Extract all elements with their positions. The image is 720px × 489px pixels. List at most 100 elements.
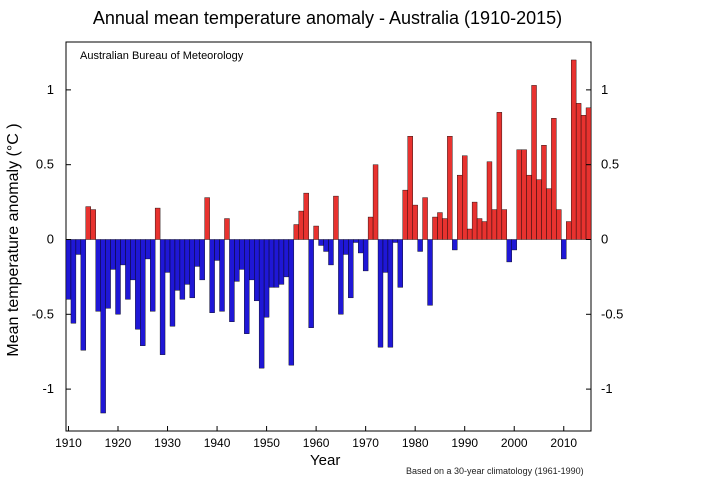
left-y-tick-label: -1 [42, 381, 54, 396]
bar-1984 [432, 216, 438, 240]
bar-1938 [204, 197, 210, 240]
bar-1912 [75, 239, 82, 255]
bar-1932 [174, 239, 181, 291]
source-label: Australian Bureau of Meteorology [80, 50, 244, 62]
right-y-axis: -1 -0.5 0 0.5 1 [586, 82, 623, 396]
bar-1954 [283, 239, 290, 278]
bar-2004 [531, 85, 537, 240]
x-tick-label: 1960 [303, 436, 330, 450]
bar-2009 [556, 209, 562, 240]
bar-1967 [348, 239, 354, 299]
bar-1915 [90, 209, 96, 240]
bar-2013 [575, 103, 582, 240]
bar-1975 [387, 239, 394, 348]
bar-1923 [130, 239, 136, 281]
bar-1979 [407, 136, 413, 240]
bar-1961 [318, 239, 324, 246]
bar-1952 [273, 239, 280, 288]
bar-1934 [184, 239, 191, 285]
bar-1940 [214, 239, 220, 261]
bar-2007 [546, 188, 552, 240]
bar-1916 [95, 239, 101, 312]
bar-1942 [224, 218, 230, 240]
bar-1948 [254, 239, 260, 302]
bar-1994 [481, 221, 488, 240]
bar-2002 [521, 149, 527, 240]
bar-1917 [100, 239, 106, 414]
bar-2003 [526, 174, 532, 240]
bar-2005 [536, 179, 542, 240]
bar-1939 [209, 239, 215, 314]
bar-1965 [338, 239, 344, 315]
bar-1946 [244, 239, 250, 334]
bar-1998 [501, 209, 508, 240]
bar-1968 [353, 239, 359, 243]
bar-1977 [397, 239, 403, 288]
bar-1985 [437, 212, 443, 240]
bar-1920 [115, 239, 121, 315]
bar-1944 [234, 239, 240, 282]
bar-1964 [333, 195, 339, 240]
right-y-tick-label: 0.5 [601, 157, 619, 172]
bar-1959 [308, 239, 314, 328]
bar-1936 [194, 239, 200, 267]
bar-1983 [427, 239, 433, 306]
x-tick-label: 1950 [253, 436, 280, 450]
bar-1966 [343, 239, 349, 255]
bar-1969 [358, 239, 364, 254]
x-tick-label: 1940 [204, 436, 231, 450]
bar-1913 [80, 239, 87, 351]
bar-1911 [70, 239, 77, 324]
bar-1982 [422, 197, 428, 240]
bar-1929 [159, 239, 166, 355]
x-tick-label: 1920 [105, 436, 132, 450]
bar-1947 [249, 239, 255, 281]
bar-2008 [551, 118, 557, 240]
bar-1957 [298, 210, 304, 240]
left-y-axis: -1 -0.5 0 0.5 1 [32, 82, 71, 396]
bar-2012 [570, 59, 577, 240]
bar-1950 [263, 239, 270, 318]
bar-1956 [293, 224, 299, 240]
y-axis-label: Mean temperature anomaly (°C ) [5, 123, 22, 357]
bar-1925 [140, 239, 146, 346]
bar-1919 [110, 239, 116, 270]
bar-2006 [541, 145, 547, 240]
x-tick-label: 1970 [352, 436, 379, 450]
bar-1921 [120, 239, 126, 266]
bar-1935 [189, 239, 195, 299]
right-y-tick-label: 0 [601, 231, 608, 246]
left-y-tick-label: -0.5 [32, 306, 54, 321]
bar-1945 [239, 239, 245, 270]
bar-2015 [585, 107, 592, 240]
bar-1963 [328, 239, 334, 266]
bar-2001 [516, 149, 522, 240]
bar-1971 [367, 216, 374, 240]
bar-2014 [580, 115, 587, 240]
bar-1987 [447, 136, 453, 240]
bar-1981 [417, 239, 423, 252]
bar-1943 [229, 239, 235, 322]
bar-2000 [511, 239, 517, 251]
right-y-tick-label: -1 [601, 381, 613, 396]
bar-1991 [466, 228, 473, 240]
right-y-tick-label: 1 [601, 82, 608, 97]
bar-1988 [452, 239, 458, 251]
plot-frame [65, 41, 592, 432]
bar-1941 [219, 239, 225, 312]
bar-1910 [65, 239, 72, 300]
bar-1951 [268, 239, 275, 288]
bar-1926 [145, 239, 151, 260]
bar-1973 [377, 239, 384, 348]
x-axis-label: Year [310, 452, 341, 469]
right-y-tick-label: -0.5 [601, 306, 623, 321]
bar-1986 [442, 218, 448, 240]
bar-1960 [313, 225, 319, 240]
bar-1962 [323, 239, 329, 252]
bar-1955 [288, 239, 295, 366]
x-axis: 1910 1920 1930 1940 1950 1960 1970 1980 1990 2000… [55, 426, 577, 450]
bar-1937 [199, 239, 205, 281]
bar-1958 [303, 192, 309, 240]
bar-1995 [486, 161, 493, 240]
